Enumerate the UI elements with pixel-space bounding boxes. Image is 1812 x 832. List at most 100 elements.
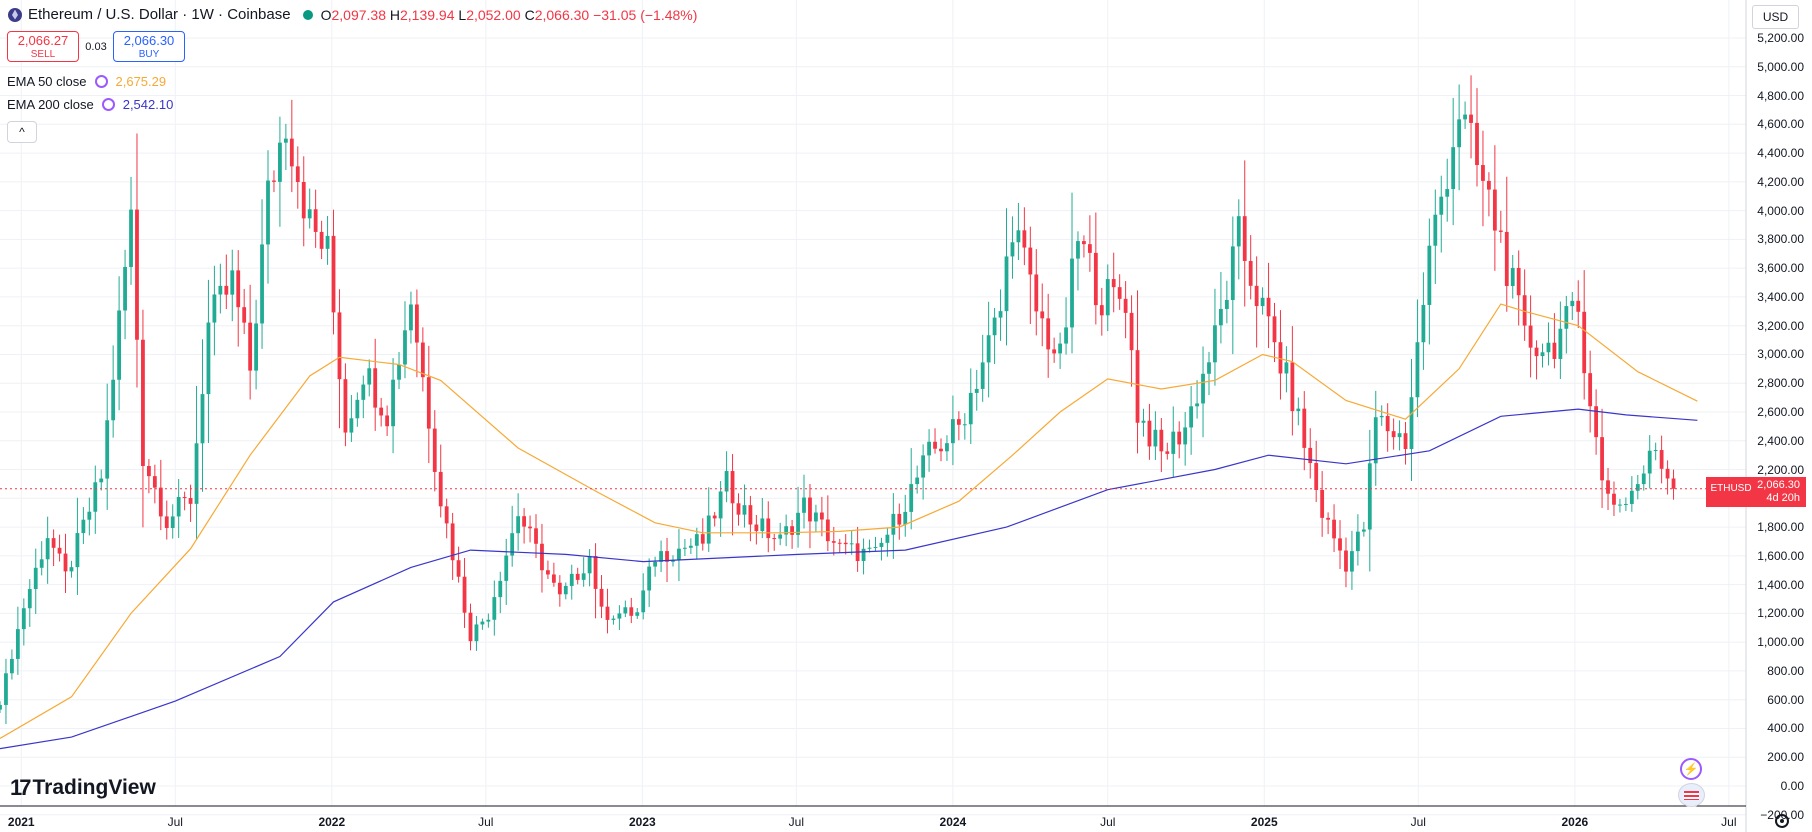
candle-body xyxy=(712,515,717,519)
candle xyxy=(1290,326,1295,436)
candle xyxy=(224,254,229,310)
candle xyxy=(1296,397,1301,426)
candle-body xyxy=(236,270,241,308)
ethereum-icon xyxy=(8,7,22,22)
candle xyxy=(534,514,538,559)
candle-body xyxy=(1022,230,1027,248)
candle-body xyxy=(462,576,467,613)
candle xyxy=(945,435,949,461)
candle-body xyxy=(897,513,902,525)
candle-body xyxy=(1367,463,1372,530)
candle xyxy=(1004,208,1009,346)
settings-gear-icon[interactable] xyxy=(1775,814,1789,828)
candle xyxy=(1564,295,1569,354)
candle-body xyxy=(1588,373,1593,407)
candle-body xyxy=(1576,300,1581,312)
price-tick-label: 3,600.00 xyxy=(1757,261,1804,276)
candle-body xyxy=(1147,420,1152,447)
candle-body xyxy=(456,560,461,577)
candle xyxy=(1207,351,1211,396)
candle-body xyxy=(361,384,366,400)
candle xyxy=(1147,403,1152,460)
chart-grid xyxy=(0,0,1746,816)
candle xyxy=(385,405,390,436)
time-tick-label: Jul xyxy=(788,815,805,829)
candle-body xyxy=(516,516,521,534)
candle-body xyxy=(1457,119,1462,148)
candle xyxy=(1582,270,1587,400)
time-tick-label: Jul xyxy=(1721,815,1737,829)
candle xyxy=(486,613,491,628)
candle xyxy=(1308,428,1313,479)
candle-body xyxy=(575,573,580,580)
candle-body xyxy=(1516,267,1521,296)
candle-body xyxy=(1522,295,1527,326)
indicator-ema200[interactable]: EMA 200 close 2,542.10 xyxy=(7,97,173,112)
candle-body xyxy=(861,548,866,562)
indicator-ema50[interactable]: EMA 50 close 2,675.29 xyxy=(7,74,166,89)
candle xyxy=(1129,295,1134,387)
candle-body xyxy=(1236,216,1241,247)
sell-button[interactable]: 2,066.27 SELL xyxy=(7,31,79,62)
candle-body xyxy=(1165,451,1170,454)
tradingview-mark-icon: 17 xyxy=(10,775,32,800)
candle xyxy=(0,701,2,713)
collapse-legend-button[interactable]: ^ xyxy=(7,121,37,143)
candle xyxy=(361,375,366,419)
price-tick-label: 2,600.00 xyxy=(1757,405,1804,419)
candle-body xyxy=(289,138,294,167)
candle xyxy=(1659,435,1664,484)
candle-body xyxy=(1302,408,1307,448)
candle-body xyxy=(837,542,842,544)
time-tick-label: Jul xyxy=(167,815,183,829)
candle xyxy=(1647,435,1652,489)
price-tick-label: 4,000.00 xyxy=(1757,203,1804,218)
indicator-ema50-name: EMA 50 close xyxy=(7,74,87,89)
flag-icon[interactable] xyxy=(1678,783,1705,807)
candle xyxy=(1016,202,1021,261)
candle xyxy=(659,540,663,573)
candle xyxy=(218,263,223,314)
candle-body xyxy=(63,553,68,572)
candle xyxy=(248,284,253,400)
candle xyxy=(1135,290,1140,454)
candle-body xyxy=(980,362,985,389)
currency-selector[interactable]: USD xyxy=(1752,5,1799,29)
candle xyxy=(760,497,765,539)
price-tick-label: 5,200.00 xyxy=(1757,31,1804,45)
candle-body xyxy=(1451,147,1456,190)
candle-body xyxy=(325,235,330,249)
candle-body xyxy=(1552,342,1557,359)
candle-body xyxy=(1487,180,1491,190)
candle-body xyxy=(414,304,419,343)
candle xyxy=(355,392,360,427)
tradingview-logo[interactable]: 17 TradingView xyxy=(10,775,156,801)
candle xyxy=(1594,389,1599,455)
candle xyxy=(1034,249,1039,336)
candle xyxy=(200,339,205,492)
candle xyxy=(242,288,247,335)
time-tick-label: 2024 xyxy=(939,815,967,829)
price-tick-label: 800.00 xyxy=(1767,663,1804,678)
candle xyxy=(1332,504,1336,553)
candle-body xyxy=(1207,362,1211,374)
buy-button[interactable]: 2,066.30 BUY xyxy=(113,31,185,62)
candle-body xyxy=(1570,300,1575,307)
candle-body xyxy=(486,619,491,622)
candle-body xyxy=(921,455,926,478)
candle xyxy=(397,351,401,390)
price-tick-label: 1,200.00 xyxy=(1757,606,1804,621)
candle-body xyxy=(403,330,407,365)
candle-body xyxy=(873,546,878,548)
candle-body xyxy=(1141,420,1146,423)
candle-body xyxy=(1219,308,1223,326)
symbol-title[interactable]: Ethereum / U.S. Dollar · 1W · Coinbase xyxy=(28,6,291,23)
lightning-icon[interactable]: ⚡ xyxy=(1680,758,1702,780)
candle xyxy=(927,429,931,472)
candle xyxy=(1653,442,1658,461)
candle xyxy=(623,600,628,618)
candle xyxy=(206,279,211,443)
candle xyxy=(331,209,336,335)
price-tick-label: 2,400.00 xyxy=(1757,433,1804,448)
